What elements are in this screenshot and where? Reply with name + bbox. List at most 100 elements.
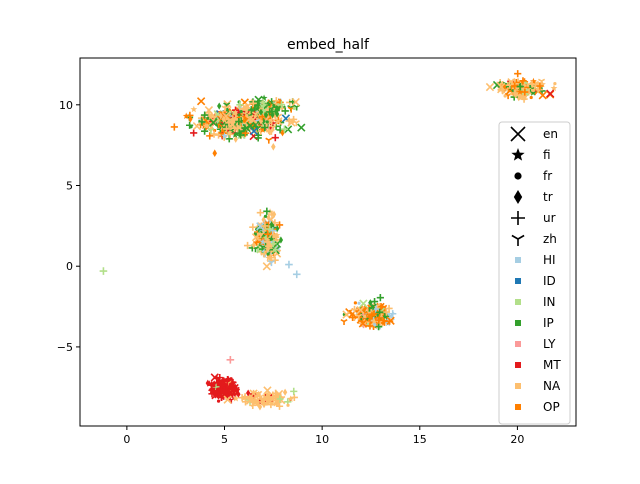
data-point [263,395,271,403]
data-point [530,77,537,85]
data-point [285,117,293,125]
data-point [278,236,284,244]
data-point [234,118,238,122]
data-point [218,385,226,394]
data-point [266,213,271,222]
data-point [503,94,507,98]
data-point [216,381,224,388]
data-point [258,108,264,116]
legend-entry: en [510,126,558,142]
data-point [237,113,241,117]
data-point [190,129,198,137]
data-point [280,125,289,133]
data-point [373,323,377,327]
data-point [256,222,265,231]
data-point [232,394,240,402]
legend-marker [515,383,521,389]
data-point [264,245,272,253]
data-point [257,232,265,239]
data-point [356,305,365,315]
data-point [261,124,269,132]
legend-marker [513,190,523,204]
data-point [213,115,217,119]
data-point [522,82,527,90]
data-point [242,119,246,123]
data-point [202,122,210,129]
legend-label: MT [543,358,561,372]
data-point [99,267,108,275]
legend-entry: IN [515,295,556,309]
data-point [386,316,395,325]
x-tick-label: 0 [123,433,130,446]
data-point [186,111,194,119]
data-point [170,123,178,131]
data-point [263,207,271,215]
data-point [264,234,269,242]
data-point [258,117,264,125]
data-point [269,124,277,131]
y-tick-label: 0 [66,260,73,273]
data-point [265,126,273,134]
data-point [340,318,348,326]
data-point [274,117,283,126]
data-point [268,119,276,126]
y-tick-label: 5 [66,180,73,193]
data-point [265,225,274,233]
legend-entry: OP [515,400,560,414]
data-point [182,112,190,119]
data-point [367,318,371,322]
legend-marker [515,278,521,284]
data-point [212,149,218,158]
data-point [216,399,221,403]
data-point [492,80,502,90]
data-point [241,113,249,121]
data-point [254,134,262,142]
data-point [233,109,238,117]
data-point [516,82,524,91]
data-point [250,103,258,111]
legend-label: NA [543,379,561,393]
data-point [268,235,275,242]
data-point [263,111,269,119]
plot-area-frame [79,57,577,427]
data-point [217,102,222,110]
data-point [201,127,209,135]
legend-entry: fr [514,169,552,183]
legend-marker [515,362,521,368]
data-point [262,219,270,227]
data-point [249,126,259,136]
data-point [271,210,277,218]
data-point [256,209,264,217]
data-point [263,214,268,218]
data-point [277,101,286,109]
data-point [262,262,271,271]
data-point [225,117,229,121]
data-point [245,113,249,118]
data-point [271,142,276,151]
data-point [283,125,293,134]
data-point [271,246,279,253]
data-point [368,299,373,307]
data-point [205,379,210,387]
data-point [235,129,243,137]
data-point [259,399,267,406]
data-point [259,238,267,245]
data-point [227,118,236,126]
data-point [272,97,280,105]
data-point [275,225,280,233]
data-point [246,389,251,397]
data-point [261,222,269,230]
data-point [196,97,206,106]
data-point [276,395,284,403]
legend-entry: IP [515,316,554,330]
data-point [282,388,288,396]
data-point [550,84,558,92]
data-point [265,120,269,124]
data-point [241,124,249,132]
data-point [286,403,290,407]
data-point [226,130,234,138]
data-point [519,77,527,85]
x-tick-label: 10 [315,433,329,446]
legend-entry: zh [511,232,557,246]
legend-marker [511,148,525,161]
